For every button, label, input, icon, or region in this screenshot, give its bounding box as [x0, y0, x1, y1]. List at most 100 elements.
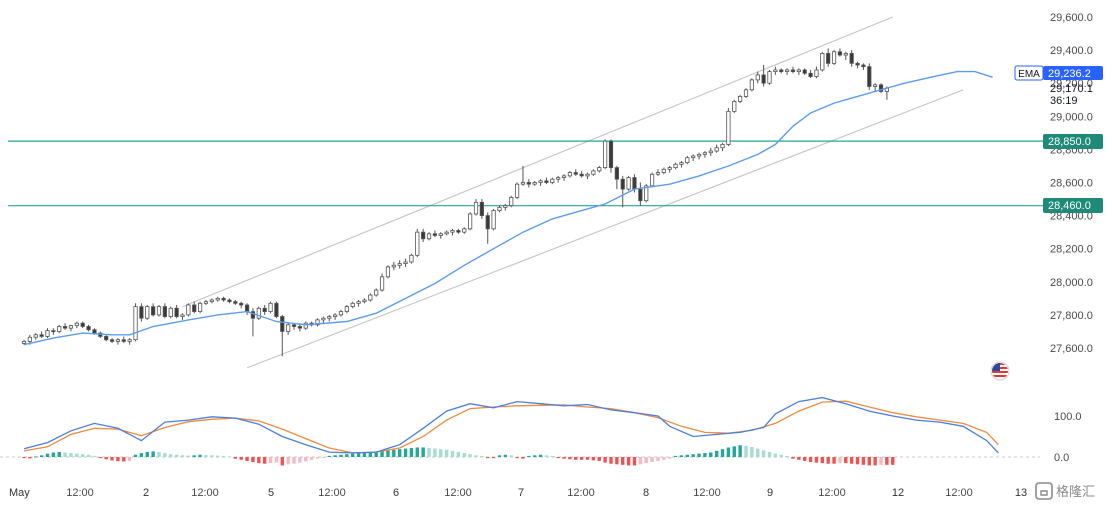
candle-body: [491, 210, 496, 230]
candle-body: [743, 89, 749, 97]
candle: [291, 323, 297, 330]
candle-body: [221, 297, 226, 301]
candle: [239, 301, 244, 309]
histogram-bar: [462, 453, 466, 457]
candle: [720, 142, 725, 152]
level-label-upper-text: 28,850.0: [1048, 136, 1091, 148]
price-axis[interactable]: 29,600.029,400.029,200.029,000.028,800.0…: [1050, 12, 1093, 464]
time-tick-label: 12:00: [66, 487, 94, 499]
histogram-bar: [245, 457, 249, 461]
candle-body: [156, 306, 162, 316]
candle-body: [485, 215, 490, 230]
candle: [790, 66, 796, 74]
price-tick-label: 29,200.0: [1050, 78, 1093, 90]
us-flag-icon[interactable]: [990, 361, 1010, 381]
price-tick-label: 27,600.0: [1050, 343, 1093, 355]
candle: [51, 328, 56, 335]
candle: [80, 321, 85, 329]
watermark-text: 格隆汇: [1056, 484, 1095, 499]
candle: [773, 66, 778, 75]
candle-body: [121, 339, 126, 342]
price-tick-label: 29,400.0: [1050, 45, 1093, 57]
candle: [738, 94, 743, 104]
time-tick-label: 12:00: [818, 487, 846, 499]
histogram-bar: [574, 457, 578, 460]
histogram-bar: [81, 454, 85, 457]
candle: [503, 204, 508, 211]
candle-body: [732, 101, 737, 112]
candle: [491, 208, 496, 231]
histogram-bar: [321, 457, 326, 459]
candle-body: [21, 340, 27, 344]
time-axis[interactable]: May 12:00 2 12:00 5 12:00 6 12:00 7 12:00 8 12:00 9 1…: [9, 487, 1027, 499]
candle-body: [92, 329, 97, 334]
candle-body: [74, 322, 79, 327]
candle-body: [250, 311, 256, 319]
candle: [802, 68, 807, 75]
candle-body: [203, 301, 209, 304]
histogram-bar: [39, 455, 44, 457]
histogram-bar: [450, 450, 455, 457]
candle: [415, 228, 420, 257]
time-tick-label: 12:00: [318, 487, 346, 499]
candle: [268, 301, 273, 314]
histogram-bar: [644, 457, 648, 464]
candle: [714, 144, 719, 153]
candle-body: [356, 301, 361, 304]
candle-body: [57, 326, 62, 332]
candle: [843, 51, 848, 61]
trend-channel-upper-line[interactable]: [182, 16, 893, 308]
histogram-bar: [280, 457, 284, 466]
candle: [350, 301, 355, 309]
level-label-upper-box: [1043, 134, 1103, 149]
candle-body: [837, 51, 843, 56]
candle-body: [350, 302, 355, 308]
histogram-bar: [116, 457, 120, 462]
oscillator-pane: [0, 396, 1040, 466]
watermark-logo-icon: [1035, 482, 1053, 500]
candle-body: [738, 96, 743, 102]
candle-body: [139, 306, 144, 319]
price-tick-label: 27,800.0: [1050, 310, 1093, 322]
price-tick-label: 28,600.0: [1050, 178, 1093, 190]
histogram-bar: [327, 455, 331, 457]
candle: [104, 334, 109, 342]
candle-body: [550, 178, 555, 183]
candle-body: [820, 53, 825, 71]
candle-body: [397, 263, 402, 266]
candle: [667, 165, 672, 173]
histogram-bar: [63, 452, 67, 457]
candle-body: [479, 201, 484, 217]
candle: [696, 152, 702, 160]
candle-body: [192, 304, 197, 312]
candle: [585, 172, 590, 180]
candle-body: [268, 302, 273, 312]
histogram-bar: [585, 457, 590, 460]
histogram-bar: [157, 451, 161, 457]
histogram-bar: [433, 448, 437, 457]
histogram-bar: [568, 457, 572, 460]
candle-body: [62, 326, 68, 329]
candle: [456, 228, 461, 234]
candle-body: [655, 172, 661, 175]
horizontal-levels[interactable]: [8, 140, 1043, 207]
candle: [438, 232, 443, 239]
histogram-bar: [69, 453, 73, 457]
candle: [726, 108, 731, 147]
candle: [286, 323, 291, 335]
level-label-lower: 28,460.0: [1043, 198, 1103, 213]
candle: [168, 306, 173, 319]
trend-channel-lower-line[interactable]: [246, 89, 964, 369]
trend-channel[interactable]: [182, 16, 964, 369]
time-tick-label: May: [9, 487, 30, 499]
candle-body: [286, 324, 291, 332]
candle-body: [468, 213, 473, 230]
histogram-bar: [597, 457, 601, 461]
candle-body: [556, 177, 561, 180]
time-tick-label: 12: [892, 487, 904, 499]
histogram-bar: [767, 451, 772, 457]
candle-body: [873, 84, 878, 87]
candle-body: [280, 316, 285, 332]
candle: [68, 324, 74, 332]
